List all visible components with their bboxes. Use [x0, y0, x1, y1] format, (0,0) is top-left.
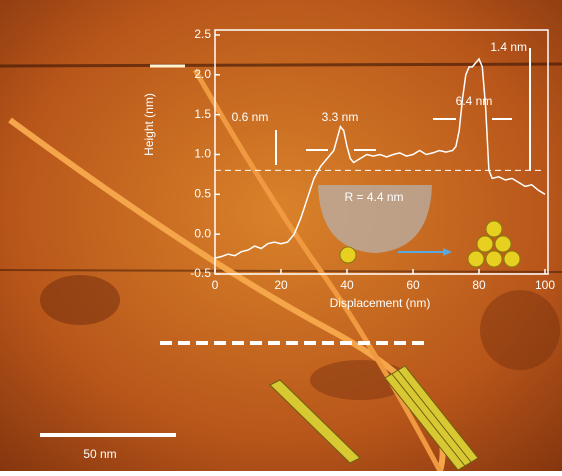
annotation: 0.6 nm — [232, 110, 269, 124]
x-tick-label: 40 — [340, 278, 354, 292]
y-tick-label: 1.5 — [194, 107, 211, 121]
annotation: 6.4 nm — [456, 94, 493, 108]
y-axis-label: Height (nm) — [142, 93, 156, 156]
x-axis-label: Displacement (nm) — [330, 296, 431, 310]
x-tick-label: 80 — [472, 278, 486, 292]
rod-cross-section — [340, 247, 356, 263]
annotation: R = 4.4 nm — [344, 190, 403, 204]
figure: -0.5 0.0 0.5 1.0 1.5 2.0 2.5 0 20 40 60 80 100 Displa… — [0, 0, 562, 471]
x-tick-label: 100 — [535, 278, 555, 292]
annotation: 50 nm — [83, 447, 116, 461]
y-tick-label: 0.5 — [194, 187, 211, 201]
y-tick-label: -0.5 — [190, 266, 211, 280]
annotation: 1.4 nm — [490, 40, 527, 54]
y-tick-label: 0.0 — [194, 226, 211, 240]
y-tick-label: 2.0 — [194, 67, 211, 81]
y-tick-label: 2.5 — [194, 27, 211, 41]
x-tick-label: 60 — [406, 278, 420, 292]
y-tick-label: 1.0 — [194, 147, 211, 161]
annotation: 3.3 nm — [322, 110, 359, 124]
x-tick-label: 20 — [274, 278, 288, 292]
x-tick-label: 0 — [212, 278, 219, 292]
afm-image — [0, 0, 562, 471]
